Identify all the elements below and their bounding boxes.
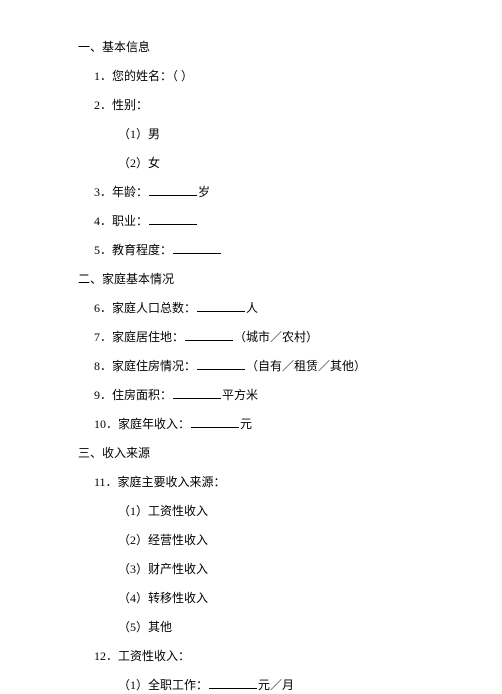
line-15: 11．家庭主要收入来源：: [78, 473, 502, 491]
line-6: 4．职业：: [78, 212, 502, 230]
blank-field: [173, 387, 221, 399]
blank-field: [191, 416, 239, 428]
line-0: 一、基本信息: [78, 38, 502, 56]
line-11: 8．家庭住房情况： （自有／租赁／其他）: [78, 357, 502, 375]
line-suffix: （自有／租赁／其他）: [246, 359, 366, 373]
line-19: （4）转移性收入: [78, 589, 502, 607]
blank-field: [197, 358, 245, 370]
blank-field: [185, 329, 233, 341]
line-7: 5．教育程度：: [78, 241, 502, 259]
line-8: 二、家庭基本情况: [78, 270, 502, 288]
line-12: 9．住房面积： 平方米: [78, 386, 502, 404]
blank-field: [149, 213, 197, 225]
line-21: 12．工资性收入：: [78, 647, 502, 665]
line-prefix: 10．家庭年收入：: [94, 417, 190, 431]
line-9: 6．家庭人口总数： 人: [78, 299, 502, 317]
blank-field: [149, 184, 197, 196]
line-4: （2）女: [78, 154, 502, 172]
line-prefix: 4．职业：: [94, 214, 148, 228]
line-17: （2）经营性收入: [78, 531, 502, 549]
line-suffix: （城市／农村）: [234, 330, 318, 344]
line-1: 1．您的姓名：（ ）: [78, 67, 502, 85]
line-10: 7．家庭居住地： （城市／农村）: [78, 328, 502, 346]
line-18: （3）财产性收入: [78, 560, 502, 578]
line-prefix: 3．年龄：: [94, 185, 148, 199]
line-prefix: 6．家庭人口总数：: [94, 301, 196, 315]
line-20: （5）其他: [78, 618, 502, 636]
blank-field: [173, 242, 221, 254]
line-13: 10．家庭年收入： 元: [78, 415, 502, 433]
line-3: （1）男: [78, 125, 502, 143]
blank-field: [209, 677, 257, 689]
line-prefix: 5．教育程度：: [94, 243, 172, 257]
line-2: 2．性别：: [78, 96, 502, 114]
line-prefix: 9．住房面积：: [94, 388, 172, 402]
line-16: （1）工资性收入: [78, 502, 502, 520]
line-suffix: 元: [240, 417, 252, 431]
line-suffix: 岁: [198, 185, 210, 199]
document-body: 一、基本信息 1．您的姓名：（ ） 2．性别： （1）男 （2）女 3．年龄： 岁 4．职业：…: [78, 38, 502, 694]
line-14: 三、收入来源: [78, 444, 502, 462]
line-prefix: 7．家庭居住地：: [94, 330, 184, 344]
line-suffix: 元／月: [258, 678, 294, 692]
line-prefix: 8．家庭住房情况：: [94, 359, 196, 373]
line-22: （1）全职工作： 元／月: [78, 676, 502, 694]
blank-field: [197, 300, 245, 312]
line-suffix: 平方米: [222, 388, 258, 402]
line-suffix: 人: [246, 301, 258, 315]
line-5: 3．年龄： 岁: [78, 183, 502, 201]
line-prefix: （1）全职工作：: [118, 678, 208, 692]
